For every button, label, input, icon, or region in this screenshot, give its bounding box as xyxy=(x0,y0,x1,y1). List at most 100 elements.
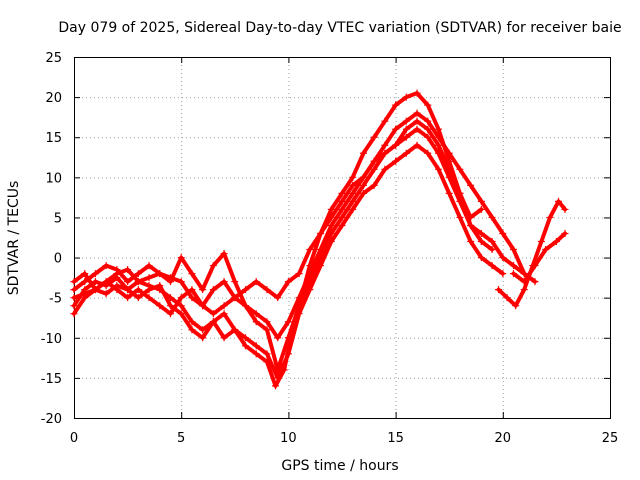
y-tick-label: 15 xyxy=(45,131,62,146)
data-point-marker xyxy=(338,205,346,213)
data-point-marker xyxy=(263,326,271,334)
data-point-marker xyxy=(445,173,453,181)
data-point-marker xyxy=(402,117,410,125)
data-point-marker xyxy=(520,286,528,294)
series-track-6 xyxy=(495,197,569,310)
data-point-marker xyxy=(402,93,410,101)
data-point-marker xyxy=(520,278,528,286)
data-point-marker xyxy=(295,270,303,278)
data-point-marker xyxy=(338,213,346,221)
data-point-marker xyxy=(252,310,260,318)
series-track-3 xyxy=(70,141,507,382)
data-point-marker xyxy=(188,326,196,334)
data-point-marker xyxy=(81,290,89,298)
series-track-5 xyxy=(70,109,528,342)
data-point-marker xyxy=(113,286,121,294)
data-point-marker xyxy=(124,266,132,274)
data-point-marker xyxy=(188,294,196,302)
data-point-marker xyxy=(113,270,121,278)
data-point-marker xyxy=(445,189,453,197)
y-tick-label: 5 xyxy=(54,211,62,226)
data-point-marker xyxy=(477,205,485,213)
data-point-marker xyxy=(467,238,475,246)
data-point-marker xyxy=(91,286,99,294)
data-point-marker xyxy=(555,197,563,205)
data-point-marker xyxy=(145,286,153,294)
data-point-marker xyxy=(145,294,153,302)
data-point-marker xyxy=(434,133,442,141)
grid xyxy=(74,57,610,418)
data-point-marker xyxy=(424,101,432,109)
y-tick-label: -15 xyxy=(41,372,62,387)
data-point-marker xyxy=(370,181,378,189)
data-point-marker xyxy=(220,310,228,318)
data-point-marker xyxy=(338,189,346,197)
data-point-marker xyxy=(381,117,389,125)
data-point-marker xyxy=(252,350,260,358)
data-point-marker xyxy=(359,189,367,197)
data-point-marker xyxy=(124,294,132,302)
data-point-marker xyxy=(392,125,400,133)
data-point-marker xyxy=(252,318,260,326)
data-point-marker xyxy=(306,246,314,254)
data-point-marker xyxy=(156,302,164,310)
data-point-marker xyxy=(145,274,153,282)
data-point-marker xyxy=(349,189,357,197)
data-point-marker xyxy=(272,382,280,390)
data-point-marker xyxy=(102,278,110,286)
data-point-marker xyxy=(370,157,378,165)
data-point-marker xyxy=(561,205,569,213)
series-line xyxy=(72,91,484,388)
data-point-marker xyxy=(199,334,207,342)
plot-frame xyxy=(74,57,611,419)
data-point-marker xyxy=(70,310,78,318)
data-point-marker xyxy=(81,278,89,286)
data-point-marker xyxy=(456,165,464,173)
data-point-marker xyxy=(531,262,539,270)
data-point-marker xyxy=(434,165,442,173)
data-point-marker xyxy=(488,246,496,254)
data-point-marker xyxy=(531,278,539,286)
x-tick-label: 10 xyxy=(280,431,297,446)
data-point-marker xyxy=(561,229,569,237)
data-point-marker xyxy=(177,254,185,262)
data-point-marker xyxy=(467,221,475,229)
x-tick-labels: 0 5 10 15 20 25 xyxy=(70,431,618,446)
data-point-marker xyxy=(263,350,271,358)
data-point-marker xyxy=(327,205,335,213)
data-point-marker xyxy=(338,221,346,229)
data-point-marker xyxy=(252,278,260,286)
data-point-marker xyxy=(177,302,185,310)
y-tick-label: 25 xyxy=(45,51,62,66)
data-point-marker xyxy=(317,246,325,254)
data-point-marker xyxy=(156,282,164,290)
data-point-marker xyxy=(102,290,110,298)
y-tick-label: 10 xyxy=(45,171,62,186)
data-point-marker xyxy=(199,326,207,334)
data-point-marker xyxy=(510,270,518,278)
data-point-marker xyxy=(327,221,335,229)
data-point-marker xyxy=(488,238,496,246)
data-point-marker xyxy=(177,278,185,286)
data-point-marker xyxy=(209,286,217,294)
data-point-marker xyxy=(503,294,511,302)
data-point-marker xyxy=(499,229,507,237)
data-point-marker xyxy=(467,181,475,189)
data-point-marker xyxy=(295,310,303,318)
data-point-marker xyxy=(274,294,282,302)
data-point-marker xyxy=(156,270,164,278)
series-line xyxy=(72,127,537,316)
data-point-marker xyxy=(231,294,239,302)
data-point-marker xyxy=(402,133,410,141)
data-point-marker xyxy=(177,310,185,318)
data-point-marker xyxy=(381,141,389,149)
x-tick-label: 15 xyxy=(387,431,404,446)
x-tick-label: 20 xyxy=(495,431,512,446)
data-point-marker xyxy=(188,286,196,294)
data-point-marker xyxy=(424,125,432,133)
data-point-marker xyxy=(434,141,442,149)
data-point-marker xyxy=(510,246,518,254)
data-point-marker xyxy=(70,294,78,302)
y-tick-label: -20 xyxy=(41,412,62,427)
